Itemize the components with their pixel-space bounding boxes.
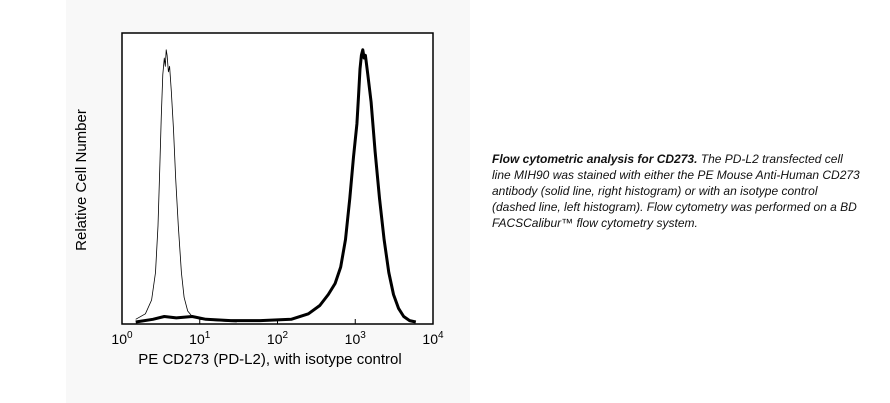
x-tick-label: 100 xyxy=(111,330,133,347)
series-layer xyxy=(135,48,417,324)
x-tick-label: 102 xyxy=(267,330,289,347)
tick-layer: 100 101 102 103 104 xyxy=(111,319,444,347)
series-line-thick xyxy=(135,48,417,324)
x-tick-label: 103 xyxy=(345,330,367,347)
y-axis-label: Relative Cell Number xyxy=(73,109,90,251)
caption-lead: Flow cytometric analysis for CD273. xyxy=(492,152,698,166)
series-line-thin xyxy=(135,49,237,323)
figure-caption: Flow cytometric analysis for CD273. The … xyxy=(492,151,862,231)
plot-frame xyxy=(121,32,434,325)
caption-body: The PD-L2 transfected cell line MIH90 wa… xyxy=(492,152,860,230)
x-tick-label: 101 xyxy=(189,330,211,347)
x-axis-label: PE CD273 (PD-L2), with isotype control xyxy=(138,351,401,368)
x-tick-label: 104 xyxy=(422,330,444,347)
